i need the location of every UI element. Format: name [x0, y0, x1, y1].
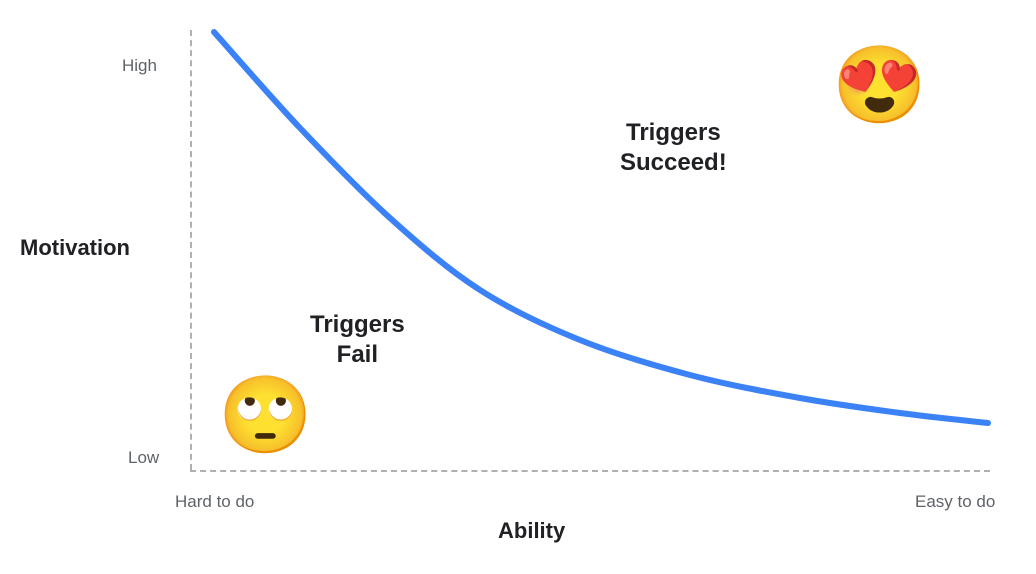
x-tick-hard: Hard to do: [175, 492, 254, 512]
x-axis-title: Ability: [498, 518, 565, 544]
y-axis-title: Motivation: [20, 235, 130, 261]
x-tick-easy: Easy to do: [915, 492, 995, 512]
y-tick-low: Low: [128, 448, 159, 468]
heart-eyes-emoji: 😍: [832, 48, 927, 124]
annotation-triggers-fail: Triggers Fail: [310, 310, 405, 370]
y-tick-high: High: [122, 56, 157, 76]
fogg-behavior-chart: Motivation Ability High Low Hard to do E…: [0, 0, 1036, 574]
rolling-eyes-emoji: 🙄: [218, 378, 313, 454]
annotation-triggers-succeed: Triggers Succeed!: [620, 118, 727, 178]
